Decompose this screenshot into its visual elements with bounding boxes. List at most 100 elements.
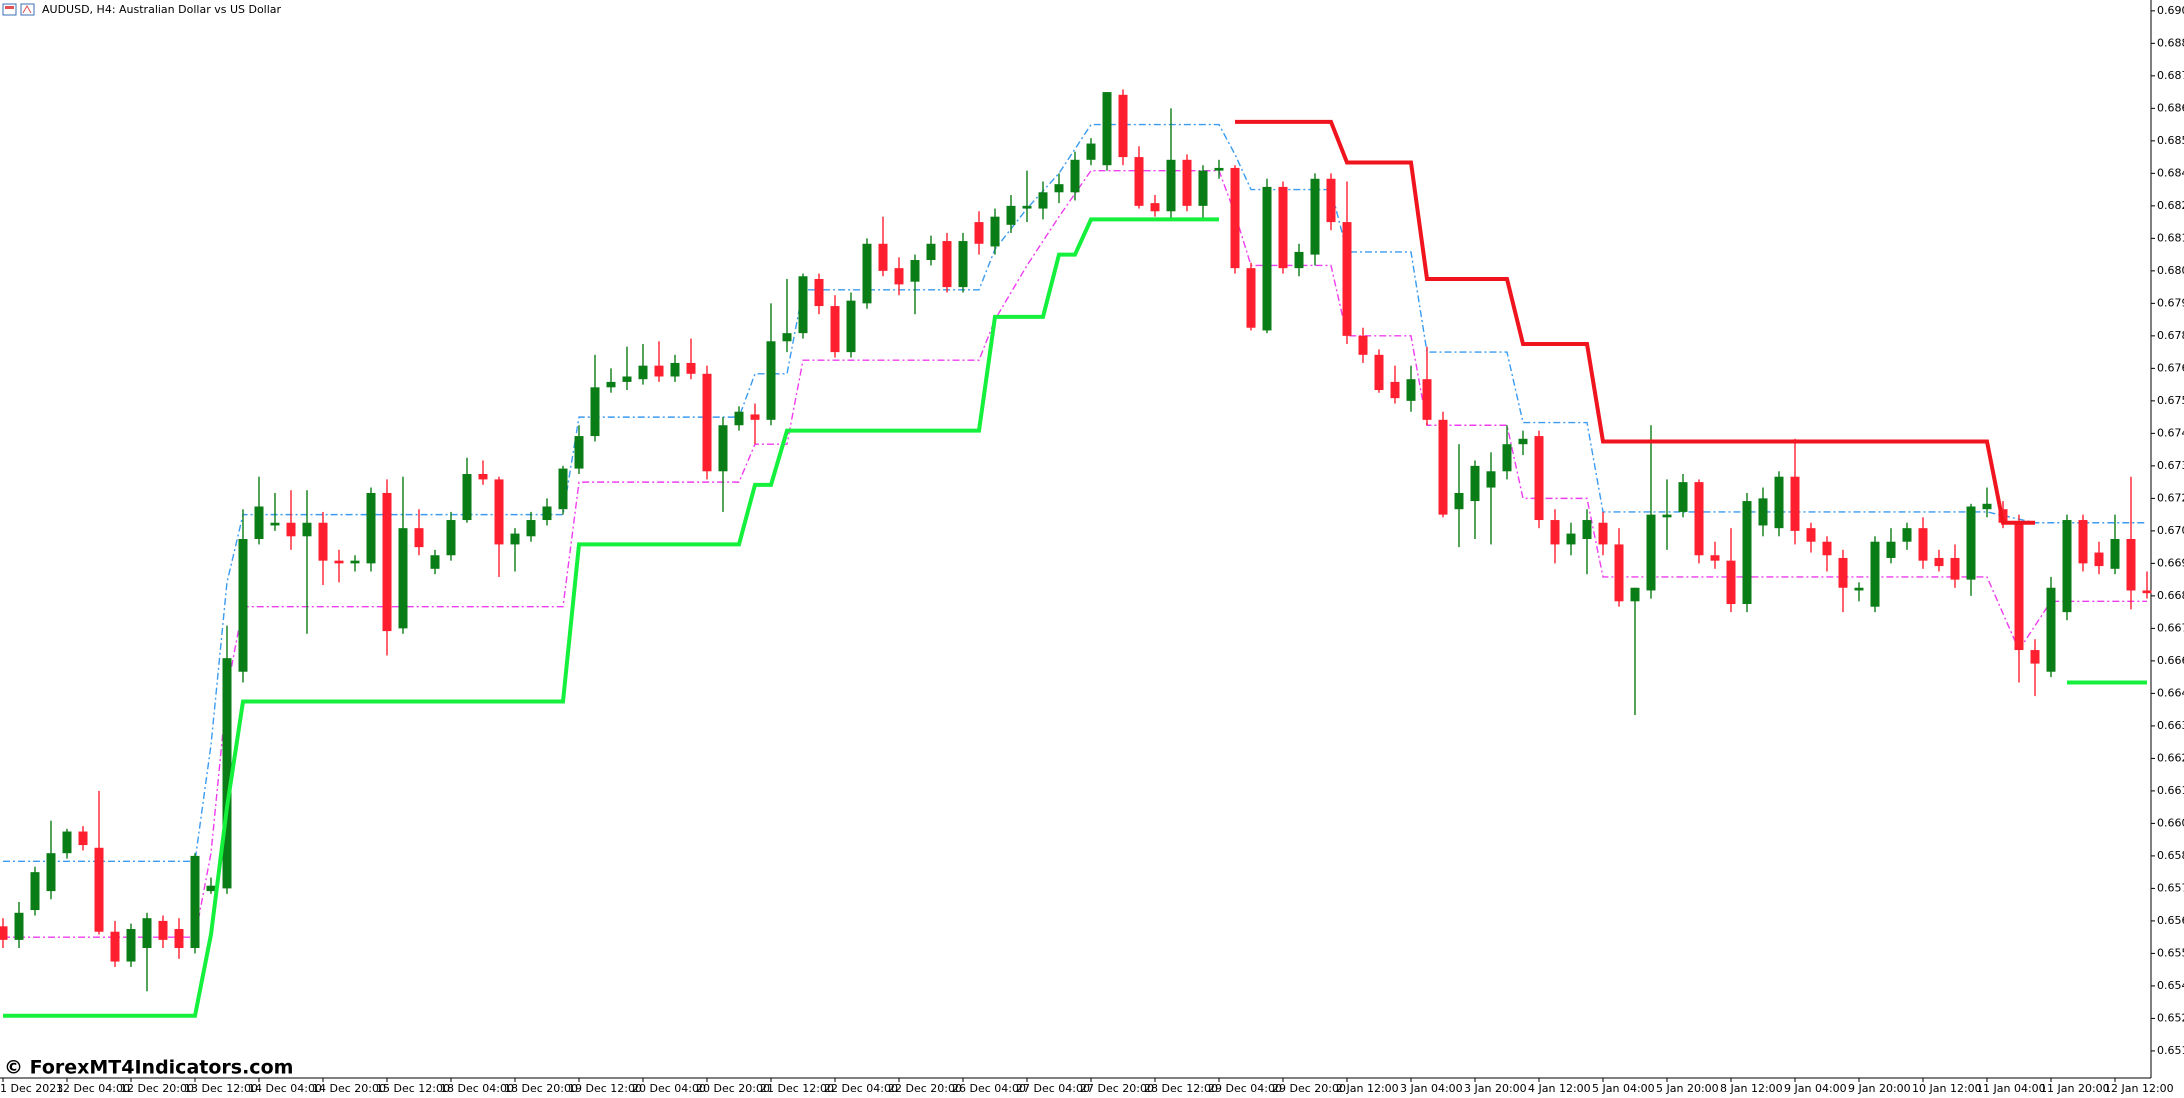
candle-body xyxy=(1774,476,1784,529)
y-tick-label: 0.65290 xyxy=(2157,1011,2184,1024)
candle-body xyxy=(526,520,536,537)
chart-title: AUDUSD, H4: Australian Dollar vs US Doll… xyxy=(42,3,282,16)
x-tick-label: 13 Dec 12:00 xyxy=(184,1082,258,1095)
y-tick-label: 0.67450 xyxy=(2157,426,2184,439)
candle-body xyxy=(2046,587,2056,672)
y-tick-label: 0.65770 xyxy=(2157,881,2184,894)
candle-body xyxy=(1086,143,1096,160)
x-tick-label: 21 Dec 12:00 xyxy=(760,1082,834,1095)
candle-body xyxy=(974,222,984,244)
channel-line xyxy=(3,169,2147,938)
x-tick-label: 5 Jan 20:00 xyxy=(1656,1082,1719,1095)
x-tick-label: 12 Dec 20:00 xyxy=(120,1082,194,1095)
candle-body xyxy=(1742,501,1752,605)
candle-body xyxy=(1982,503,1992,510)
candle-body xyxy=(1854,587,1864,591)
x-tick-label: 2 Jan 12:00 xyxy=(1336,1082,1399,1095)
y-tick-label: 0.66850 xyxy=(2157,589,2184,602)
channel-line xyxy=(3,123,2147,863)
y-tick-label: 0.67210 xyxy=(2157,491,2184,504)
candle-body xyxy=(1454,492,1464,510)
candle-body xyxy=(1406,379,1416,401)
candle-body xyxy=(814,278,824,307)
candle-body xyxy=(1838,557,1848,588)
y-tick-label: 0.66610 xyxy=(2157,654,2184,667)
candle-body xyxy=(238,539,248,672)
candle-body xyxy=(1598,522,1608,545)
candle-body xyxy=(590,387,600,437)
candle-body xyxy=(1486,471,1496,488)
candle-body xyxy=(2062,520,2072,613)
y-tick-label: 0.68410 xyxy=(2157,166,2184,179)
candle-body xyxy=(670,362,680,377)
candle-body xyxy=(1966,506,1976,580)
candle-body xyxy=(30,872,40,911)
y-tick-label: 0.67810 xyxy=(2157,329,2184,342)
candle-body xyxy=(1246,268,1256,328)
candle-body xyxy=(1726,560,1736,605)
candle-body xyxy=(718,425,728,472)
candle-body xyxy=(1022,205,1032,209)
candle-body xyxy=(862,243,872,304)
candle-body xyxy=(1614,544,1624,602)
candle-body xyxy=(1294,251,1304,269)
candle-body xyxy=(1038,192,1048,209)
candle-body xyxy=(2110,539,2120,569)
candle-body xyxy=(398,528,408,629)
candle-body xyxy=(1518,438,1528,445)
candle-body xyxy=(2078,520,2088,564)
candle-body xyxy=(830,306,840,353)
candle-body xyxy=(222,658,232,889)
candle-body xyxy=(702,373,712,472)
candle-body xyxy=(286,522,296,537)
candle-body xyxy=(494,479,504,545)
x-tick-label: 9 Jan 20:00 xyxy=(1848,1082,1911,1095)
icon xyxy=(5,6,14,9)
candle-body xyxy=(1134,157,1144,206)
candle-body xyxy=(1822,541,1832,556)
candle-body xyxy=(2126,539,2136,591)
candle-body xyxy=(2030,650,2040,664)
y-tick-label: 0.66490 xyxy=(2157,686,2184,699)
candle-body xyxy=(414,528,424,548)
x-tick-label: 15 Dec 12:00 xyxy=(376,1082,450,1095)
candle-body xyxy=(1806,528,1816,542)
candle-body xyxy=(1070,159,1080,193)
y-tick-label: 0.69010 xyxy=(2157,4,2184,17)
candle-body xyxy=(126,929,136,962)
x-tick-label: 29 Dec 04:00 xyxy=(1208,1082,1282,1095)
candle-body xyxy=(1582,520,1592,539)
candle-body xyxy=(2142,590,2152,594)
candle-body xyxy=(462,473,472,521)
x-tick-label: 10 Jan 12:00 xyxy=(1912,1082,1982,1095)
candle-body xyxy=(622,376,632,382)
y-tick-label: 0.66730 xyxy=(2157,621,2184,634)
candle-body xyxy=(1950,557,1960,580)
x-tick-label: 20 Dec 20:00 xyxy=(696,1082,770,1095)
candle-body xyxy=(94,847,104,932)
candle-body xyxy=(1886,541,1896,558)
x-tick-label: 12 Dec 04:00 xyxy=(56,1082,130,1095)
candle-body xyxy=(782,333,792,342)
candle-body xyxy=(846,300,856,353)
y-tick-label: 0.66130 xyxy=(2157,784,2184,797)
candle-body xyxy=(910,260,920,282)
y-tick-label: 0.65530 xyxy=(2157,946,2184,959)
y-tick-label: 0.68770 xyxy=(2157,69,2184,82)
candle-body xyxy=(382,492,392,632)
y-tick-label: 0.68290 xyxy=(2157,199,2184,212)
candle-body xyxy=(1198,170,1208,206)
candle-body xyxy=(1870,541,1880,607)
y-tick-label: 0.68650 xyxy=(2157,101,2184,114)
candle-body xyxy=(1262,186,1272,331)
x-tick-label: 5 Jan 04:00 xyxy=(1592,1082,1655,1095)
candle-body xyxy=(174,929,184,948)
candle-body xyxy=(1662,514,1672,518)
icon xyxy=(22,4,32,14)
y-tick-label: 0.66370 xyxy=(2157,719,2184,732)
x-tick-label: 1 Dec 2023 xyxy=(0,1082,63,1095)
candle-body xyxy=(1710,555,1720,561)
y-tick-label: 0.67090 xyxy=(2157,524,2184,537)
